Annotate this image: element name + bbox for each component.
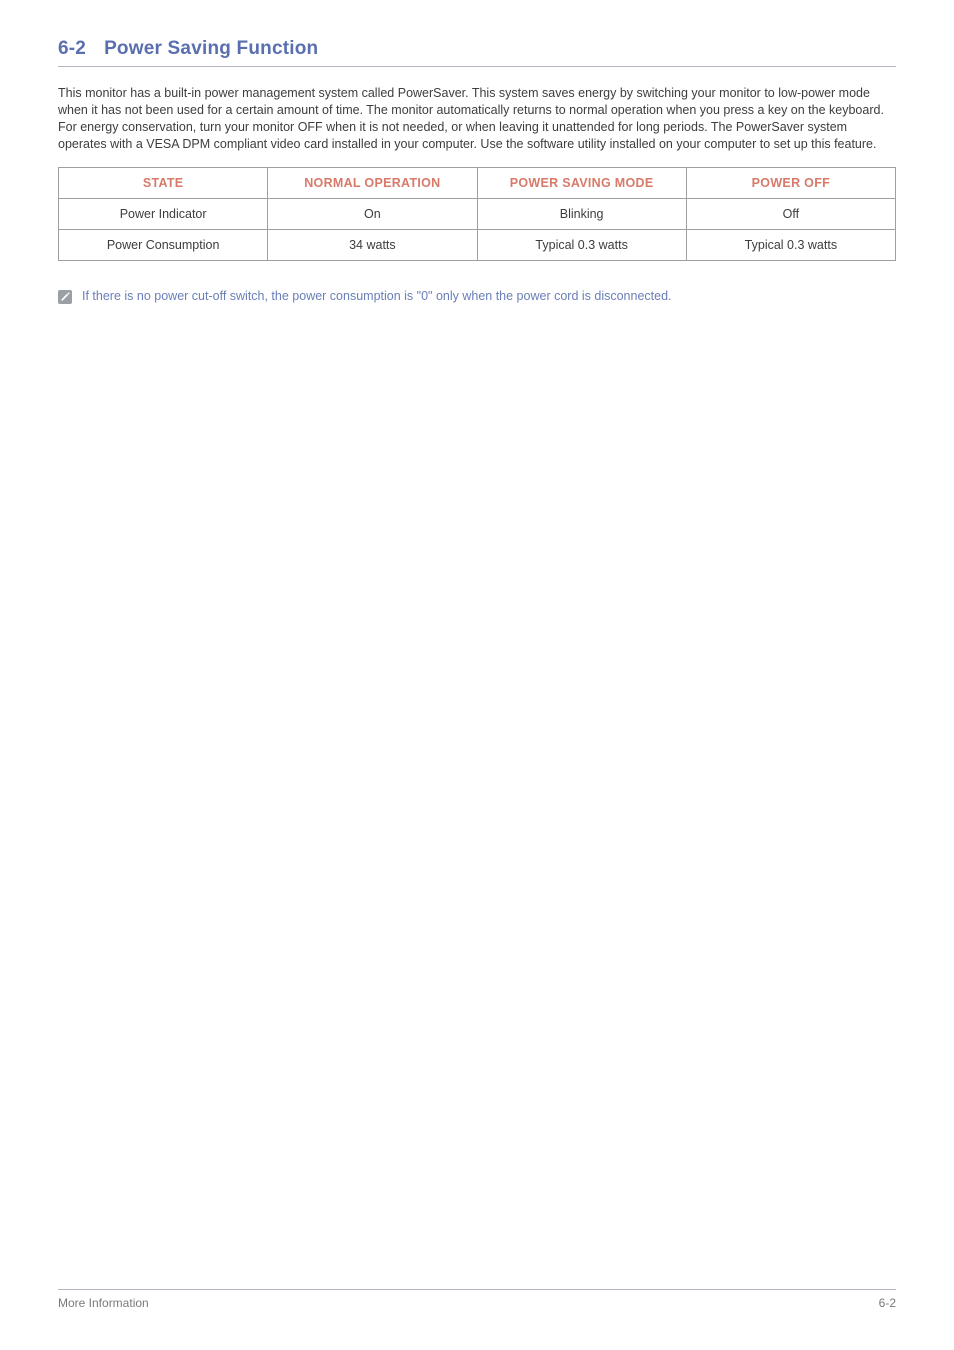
col-header: POWER SAVING MODE — [477, 167, 686, 198]
power-state-table: STATE NORMAL OPERATION POWER SAVING MODE… — [58, 167, 896, 261]
table-cell: Typical 0.3 watts — [477, 229, 686, 260]
pencil-note-icon — [58, 290, 72, 304]
section-title: Power Saving Function — [104, 38, 318, 59]
table-cell: On — [268, 198, 477, 229]
table-row: Power Indicator On Blinking Off — [59, 198, 896, 229]
col-header: NORMAL OPERATION — [268, 167, 477, 198]
table-row: Power Consumption 34 watts Typical 0.3 w… — [59, 229, 896, 260]
section-heading: 6-2 Power Saving Function — [58, 38, 896, 67]
table-cell: Blinking — [477, 198, 686, 229]
section-number: 6-2 — [58, 38, 86, 59]
info-note: If there is no power cut-off switch, the… — [58, 289, 896, 304]
col-header: POWER OFF — [686, 167, 895, 198]
table-cell: Power Indicator — [59, 198, 268, 229]
footer-rule — [58, 1289, 896, 1290]
table-cell: 34 watts — [268, 229, 477, 260]
footer-left: More Information — [58, 1296, 149, 1310]
col-header: STATE — [59, 167, 268, 198]
intro-paragraph: This monitor has a built-in power manage… — [58, 85, 896, 153]
footer-right: 6-2 — [879, 1296, 896, 1310]
table-header-row: STATE NORMAL OPERATION POWER SAVING MODE… — [59, 167, 896, 198]
table-cell: Power Consumption — [59, 229, 268, 260]
page-footer: More Information 6-2 — [58, 1289, 896, 1310]
info-note-text: If there is no power cut-off switch, the… — [82, 289, 672, 303]
table-cell: Typical 0.3 watts — [686, 229, 895, 260]
table-cell: Off — [686, 198, 895, 229]
